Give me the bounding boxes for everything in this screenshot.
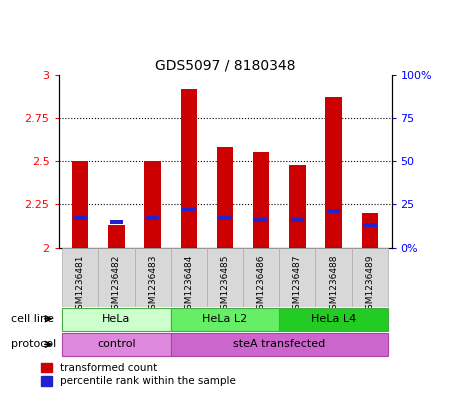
Text: GSM1236482: GSM1236482 (112, 255, 121, 315)
Title: GDS5097 / 8180348: GDS5097 / 8180348 (155, 58, 295, 72)
Bar (254, 218, 268, 222)
Text: cell line: cell line (10, 314, 54, 324)
Text: GSM1236481: GSM1236481 (76, 255, 85, 315)
Bar (243, 248, 279, 307)
Bar (253, 152, 270, 248)
Bar (182, 208, 196, 211)
Bar (279, 308, 388, 331)
Bar (289, 165, 306, 248)
Bar (108, 225, 125, 248)
Bar (291, 218, 304, 222)
Text: GSM1236486: GSM1236486 (256, 255, 266, 315)
Bar (325, 97, 342, 248)
Bar (327, 209, 341, 213)
Bar (171, 333, 388, 356)
Bar (62, 308, 171, 331)
Bar (144, 161, 161, 248)
Bar (171, 248, 207, 307)
Bar (218, 216, 232, 220)
Bar (315, 248, 352, 307)
Bar (363, 223, 377, 227)
Text: GSM1236485: GSM1236485 (220, 255, 230, 315)
Bar (62, 333, 171, 356)
Text: steA transfected: steA transfected (233, 339, 325, 349)
Bar (180, 88, 197, 248)
Legend: transformed count, percentile rank within the sample: transformed count, percentile rank withi… (41, 363, 236, 386)
Text: GSM1236487: GSM1236487 (293, 255, 302, 315)
Text: GSM1236489: GSM1236489 (365, 255, 374, 315)
Bar (98, 248, 135, 307)
Bar (171, 308, 279, 331)
Bar (362, 213, 378, 248)
Bar (62, 248, 98, 307)
Text: HeLa: HeLa (102, 314, 130, 324)
Text: protocol: protocol (10, 339, 56, 349)
Bar (109, 220, 123, 224)
Text: HeLa L4: HeLa L4 (311, 314, 356, 324)
Text: GSM1236483: GSM1236483 (148, 255, 157, 315)
Bar (352, 248, 388, 307)
Bar (73, 216, 87, 220)
Bar (135, 248, 171, 307)
Bar (279, 248, 315, 307)
Text: GSM1236484: GSM1236484 (184, 255, 194, 315)
Text: control: control (97, 339, 136, 349)
Bar (207, 248, 243, 307)
Text: GSM1236488: GSM1236488 (329, 255, 338, 315)
Bar (146, 216, 159, 220)
Text: HeLa L2: HeLa L2 (202, 314, 248, 324)
Bar (217, 147, 233, 248)
Bar (72, 161, 88, 248)
